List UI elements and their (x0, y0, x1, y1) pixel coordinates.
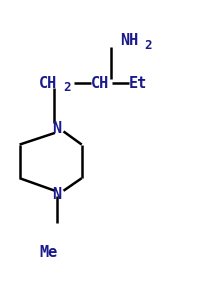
Text: CH: CH (91, 76, 110, 91)
Text: N: N (52, 187, 61, 202)
Text: NH: NH (120, 33, 138, 48)
Text: Et: Et (129, 76, 147, 91)
Text: Me: Me (39, 245, 57, 260)
Text: N: N (52, 121, 61, 136)
Text: CH: CH (39, 76, 57, 91)
Text: 2: 2 (64, 81, 71, 94)
Text: 2: 2 (145, 39, 152, 52)
